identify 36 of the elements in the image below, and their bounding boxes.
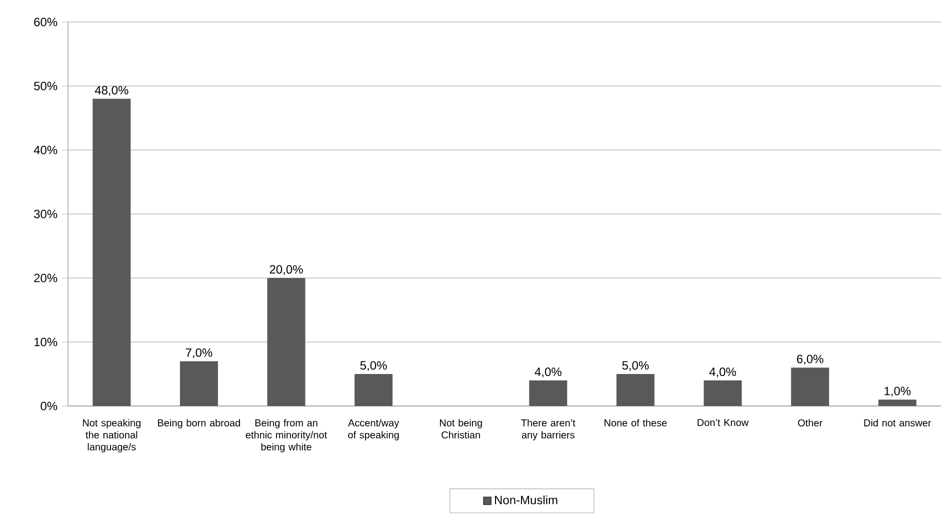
y-tick-label: 50% <box>34 82 58 90</box>
x-tick-label: Did not answer <box>864 419 932 426</box>
data-label: 1,0% <box>884 386 911 397</box>
data-label: 20,0% <box>270 265 303 276</box>
y-tick-label: 30% <box>34 210 58 218</box>
bar <box>180 361 218 406</box>
y-tick-label: 20% <box>34 274 58 282</box>
x-tick-label: Not speaking the national language/s <box>83 419 140 452</box>
x-tick-label: Accent/way of speaking <box>348 419 400 440</box>
bar <box>92 98 131 406</box>
data-label: 5,0% <box>622 361 649 372</box>
y-tick-label: 0% <box>40 402 58 410</box>
legend-label: Non-Muslim <box>495 495 558 504</box>
data-label: 4,0% <box>709 368 736 378</box>
bar <box>354 374 393 406</box>
x-tick-label: Not being Christian <box>440 419 482 438</box>
x-tick-label: Don’t Know <box>698 419 749 426</box>
data-label: 5,0% <box>360 361 387 372</box>
y-tick-label: 60% <box>34 18 58 26</box>
y-tick-label: 10% <box>34 338 58 346</box>
x-tick-label: There aren’t any barriers <box>521 419 576 440</box>
bar <box>267 278 306 406</box>
data-label: 7,0% <box>186 348 212 358</box>
bar <box>791 368 830 406</box>
bar <box>878 400 916 406</box>
bar <box>529 380 568 406</box>
data-label: 6,0% <box>796 354 824 365</box>
bar <box>704 380 742 406</box>
x-tick-label: Being born abroad <box>158 419 240 428</box>
x-tick-label: Being from an ethnic minority/not being white <box>246 419 328 452</box>
x-tick-label: Other <box>798 419 822 426</box>
data-label: 4,0% <box>534 368 562 378</box>
data-label: 48,0% <box>94 86 128 96</box>
y-tick-label: 40% <box>34 146 58 154</box>
bar <box>616 374 654 406</box>
x-tick-label: None of these <box>604 419 667 426</box>
